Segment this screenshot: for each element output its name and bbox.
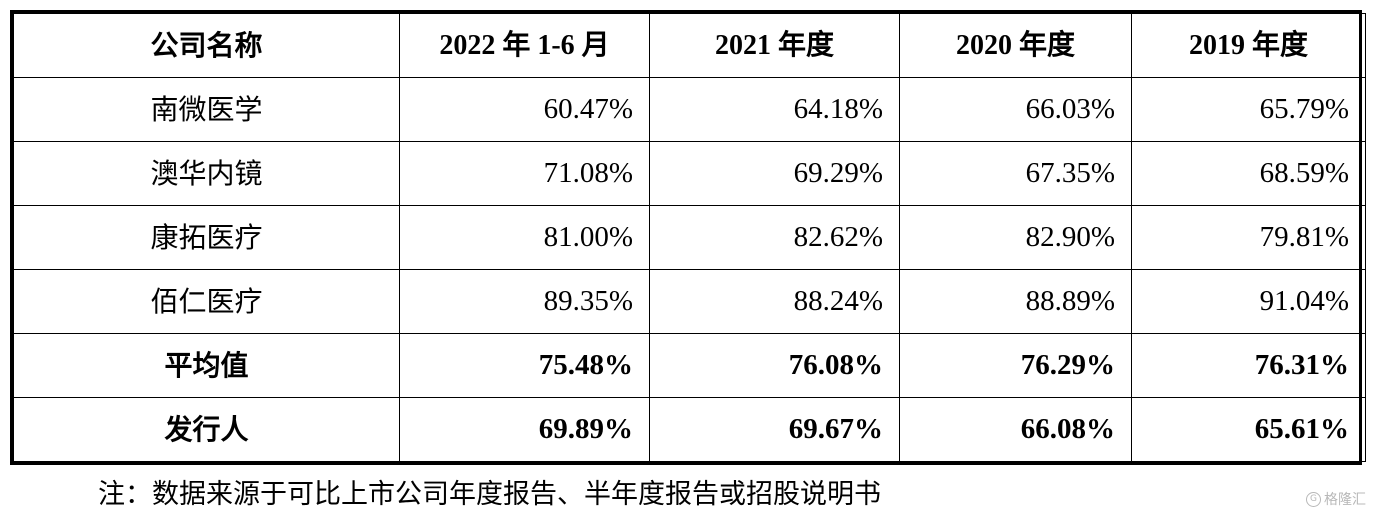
gross-margin-comparison-table: 公司名称 2022 年 1-6 月 2021 年度 2020 年度 2019 年… (10, 10, 1366, 465)
cell-2022-h1: 69.89% (399, 397, 650, 462)
header-company-name: 公司名称 (13, 13, 400, 78)
header-2020: 2020 年度 (899, 13, 1132, 78)
cell-2019: 91.04% (1131, 269, 1366, 334)
watermark-text: 格隆汇 (1324, 492, 1366, 508)
header-2021: 2021 年度 (649, 13, 900, 78)
cell-2022-h1: 60.47% (399, 77, 650, 142)
cell-2019: 65.61% (1131, 397, 1366, 462)
table-row: 澳华内镜 71.08% 69.29% 67.35% 68.59% (13, 141, 1366, 206)
row-company-name: 发行人 (13, 397, 400, 462)
cell-2022-h1: 71.08% (399, 141, 650, 206)
row-company-name: 佰仁医疗 (13, 269, 400, 334)
table-row: 康拓医疗 81.00% 82.62% 82.90% 79.81% (13, 205, 1366, 270)
data-table: 公司名称 2022 年 1-6 月 2021 年度 2020 年度 2019 年… (13, 13, 1366, 462)
issuer-row: 发行人 69.89% 69.67% 66.08% 65.61% (13, 397, 1366, 462)
cell-2020: 66.03% (899, 77, 1132, 142)
table-row: 南微医学 60.47% 64.18% 66.03% 65.79% (13, 77, 1366, 142)
table-row: 佰仁医疗 89.35% 88.24% 88.89% 91.04% (13, 269, 1366, 334)
row-company-name: 澳华内镜 (13, 141, 400, 206)
row-company-name: 康拓医疗 (13, 205, 400, 270)
header-2019: 2019 年度 (1131, 13, 1366, 78)
source-note: 注：数据来源于可比上市公司年度报告、半年度报告或招股说明书 (98, 479, 881, 510)
cell-2022-h1: 89.35% (399, 269, 650, 334)
cell-2021: 88.24% (649, 269, 900, 334)
row-company-name: 南微医学 (13, 77, 400, 142)
cell-2020: 82.90% (899, 205, 1132, 270)
average-row: 平均值 75.48% 76.08% 76.29% 76.31% (13, 333, 1366, 398)
cell-2019: 68.59% (1131, 141, 1366, 206)
cell-2021: 69.67% (649, 397, 900, 462)
watermark: G 格隆汇 (1306, 489, 1366, 509)
cell-2021: 64.18% (649, 77, 900, 142)
cell-2020: 67.35% (899, 141, 1132, 206)
row-company-name: 平均值 (13, 333, 400, 398)
cell-2020: 76.29% (899, 333, 1132, 398)
cell-2021: 69.29% (649, 141, 900, 206)
cell-2020: 66.08% (899, 397, 1132, 462)
header-row: 公司名称 2022 年 1-6 月 2021 年度 2020 年度 2019 年… (13, 13, 1366, 78)
cell-2019: 65.79% (1131, 77, 1366, 142)
cell-2019: 79.81% (1131, 205, 1366, 270)
cell-2021: 76.08% (649, 333, 900, 398)
cell-2021: 82.62% (649, 205, 900, 270)
cell-2022-h1: 75.48% (399, 333, 650, 398)
header-2022-h1: 2022 年 1-6 月 (399, 13, 650, 78)
cell-2022-h1: 81.00% (399, 205, 650, 270)
watermark-logo-icon: G (1306, 491, 1321, 507)
cell-2019: 76.31% (1131, 333, 1366, 398)
cell-2020: 88.89% (899, 269, 1132, 334)
